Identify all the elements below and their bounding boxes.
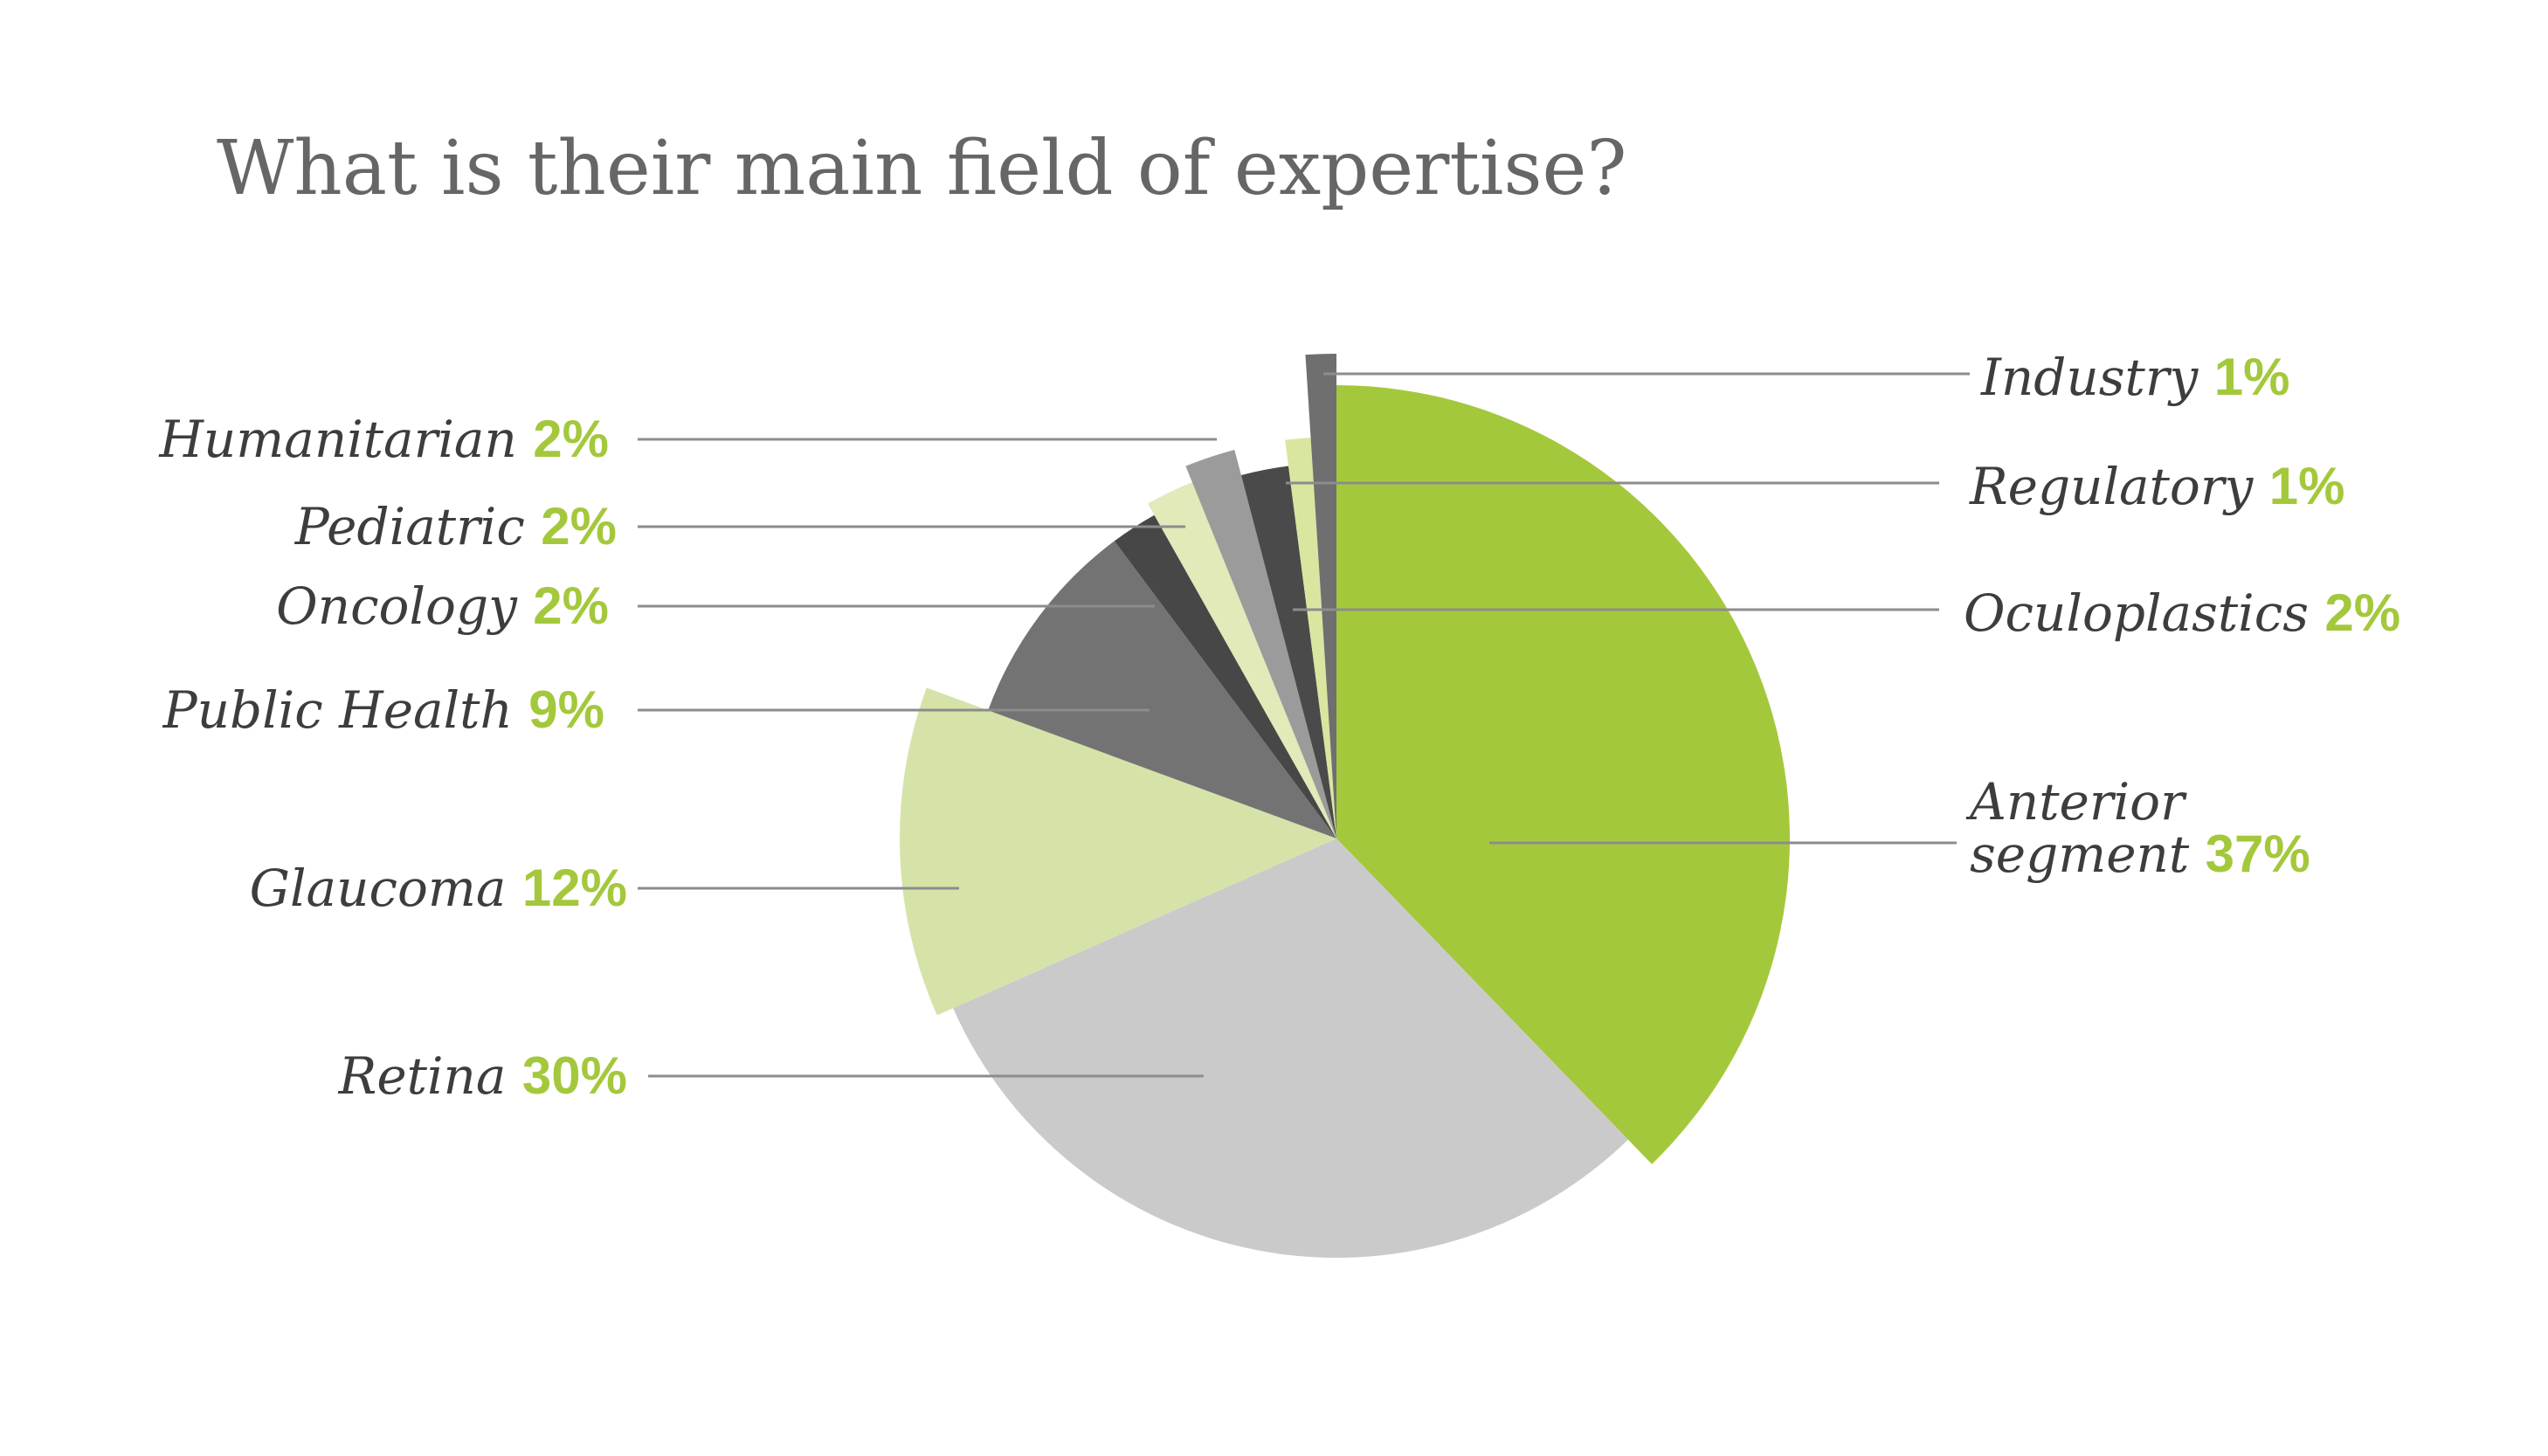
chart-title: What is their main field of expertise? <box>217 125 1627 212</box>
pie-slice-public-health <box>988 541 1336 838</box>
pie-slice-pediatric <box>1148 482 1336 838</box>
leader-lines <box>638 372 1970 1078</box>
slice-label-oculoplastics: Oculoplastics 2% <box>1964 583 2400 643</box>
slice-label-anterior-segment-line2: segment 37% <box>1970 825 2310 884</box>
pie-slice-retina <box>953 838 1628 1259</box>
pie-slice-humanitarian <box>1185 450 1336 838</box>
slice-label-regulatory: Regulatory 1% <box>1969 457 2344 516</box>
pie-slice-glaucoma <box>900 687 1336 1016</box>
pie-slice-regulatory <box>1285 437 1336 838</box>
slice-label-anterior-segment-line1: Anterior <box>1965 772 2187 832</box>
pie-slices <box>900 354 1790 1259</box>
slice-label-glaucoma: Glaucoma 12% <box>250 859 627 918</box>
pie-slice-industry <box>1305 354 1336 838</box>
slice-label-industry: Industry 1% <box>1980 348 2289 407</box>
pie-slice-oncology <box>1114 514 1336 838</box>
slice-label-retina: Retina 30% <box>338 1046 627 1106</box>
slice-label-oncology: Oncology 2% <box>276 576 609 636</box>
slice-label-humanitarian: Humanitarian 2% <box>158 410 609 469</box>
slice-label-pediatric: Pediatric 2% <box>294 497 617 556</box>
pie-slice-oculoplastics <box>1240 466 1336 838</box>
pie-slice-anterior-segment <box>1336 385 1790 1164</box>
slice-label-public-health: Public Health 9% <box>162 680 604 740</box>
